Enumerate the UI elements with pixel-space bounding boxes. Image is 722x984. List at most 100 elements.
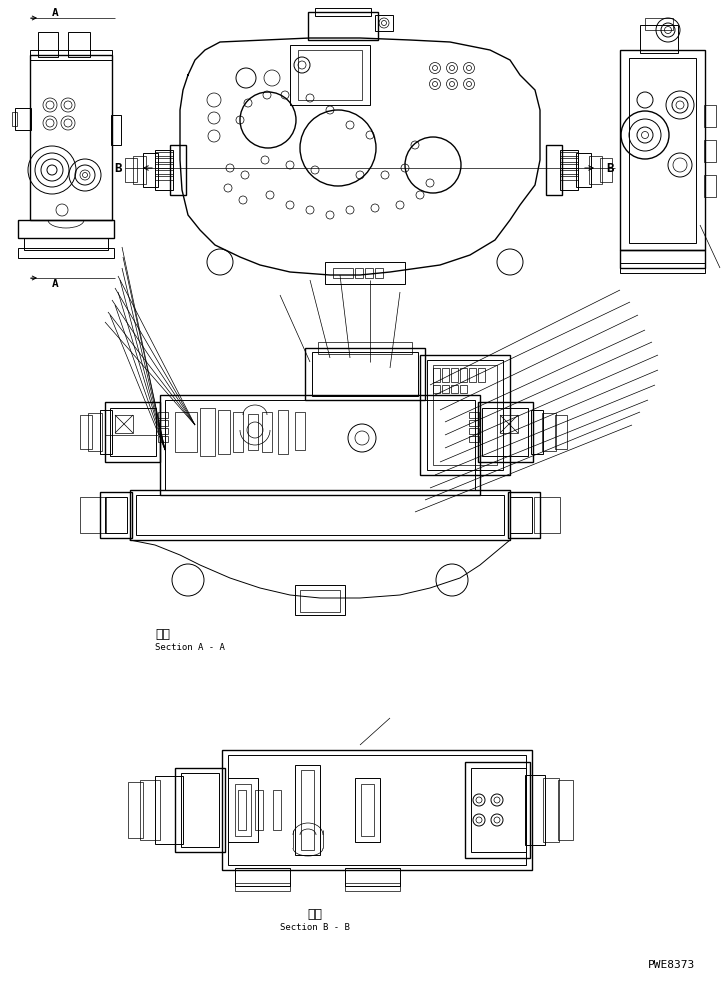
- Bar: [24, 238, 108, 250]
- Bar: [333, 268, 353, 278]
- Bar: [525, 775, 545, 845]
- Bar: [305, 348, 425, 400]
- Bar: [478, 368, 485, 382]
- Bar: [158, 428, 168, 434]
- Bar: [482, 408, 528, 456]
- Bar: [222, 750, 532, 870]
- Text: 断面: 断面: [308, 908, 323, 921]
- Bar: [158, 420, 168, 426]
- Bar: [355, 268, 363, 278]
- Bar: [508, 492, 540, 538]
- Bar: [355, 778, 380, 842]
- Bar: [471, 768, 526, 852]
- Bar: [420, 355, 510, 475]
- Bar: [543, 778, 559, 842]
- Bar: [295, 585, 345, 615]
- Bar: [365, 268, 373, 278]
- Bar: [100, 410, 112, 454]
- Bar: [80, 497, 106, 533]
- Bar: [645, 18, 673, 30]
- Text: Section A - A: Section A - A: [155, 644, 225, 652]
- Bar: [560, 176, 578, 180]
- Bar: [469, 428, 479, 434]
- Bar: [218, 410, 230, 454]
- Bar: [133, 156, 146, 184]
- Bar: [375, 268, 383, 278]
- Bar: [558, 780, 573, 840]
- Bar: [704, 140, 716, 162]
- Bar: [290, 45, 370, 105]
- Bar: [155, 170, 173, 174]
- Bar: [433, 385, 440, 393]
- Bar: [620, 50, 705, 250]
- Bar: [560, 158, 578, 162]
- Bar: [640, 25, 678, 53]
- Bar: [620, 250, 705, 268]
- Bar: [542, 413, 556, 451]
- Bar: [534, 497, 560, 533]
- Bar: [15, 108, 31, 130]
- Bar: [248, 414, 258, 450]
- Bar: [30, 55, 112, 220]
- Bar: [273, 790, 281, 830]
- Bar: [451, 368, 458, 382]
- Bar: [136, 495, 504, 535]
- Bar: [158, 412, 168, 418]
- Bar: [12, 112, 17, 126]
- Bar: [88, 413, 102, 451]
- Bar: [30, 50, 112, 60]
- Bar: [460, 385, 467, 393]
- Bar: [111, 115, 121, 145]
- Bar: [18, 220, 114, 238]
- Bar: [175, 768, 225, 852]
- Bar: [620, 263, 705, 273]
- Bar: [433, 368, 440, 382]
- Bar: [469, 420, 479, 426]
- Bar: [228, 755, 526, 865]
- Bar: [100, 492, 132, 538]
- Bar: [704, 105, 716, 127]
- Bar: [704, 175, 716, 197]
- Bar: [560, 150, 578, 190]
- Bar: [478, 402, 533, 462]
- Bar: [155, 158, 173, 162]
- Bar: [165, 400, 475, 490]
- Bar: [460, 368, 467, 382]
- Bar: [318, 342, 412, 354]
- Bar: [560, 164, 578, 168]
- Bar: [155, 152, 173, 156]
- Bar: [155, 164, 173, 168]
- Bar: [130, 490, 510, 540]
- Text: B: B: [114, 161, 122, 174]
- Bar: [510, 497, 532, 533]
- Bar: [235, 868, 290, 886]
- Bar: [158, 436, 168, 442]
- Bar: [308, 12, 378, 40]
- Bar: [155, 776, 183, 844]
- Bar: [255, 790, 263, 830]
- Bar: [629, 58, 696, 243]
- Text: PWE8373: PWE8373: [648, 960, 695, 970]
- Bar: [175, 412, 197, 452]
- Bar: [600, 158, 612, 182]
- Bar: [298, 50, 362, 100]
- Bar: [560, 152, 578, 156]
- Bar: [38, 32, 58, 57]
- Text: B: B: [606, 161, 614, 174]
- Bar: [312, 352, 418, 396]
- Bar: [442, 368, 449, 382]
- Bar: [68, 32, 90, 57]
- Bar: [469, 412, 479, 418]
- Bar: [345, 868, 400, 886]
- Bar: [181, 773, 219, 847]
- Bar: [589, 156, 602, 184]
- Bar: [451, 385, 458, 393]
- Bar: [375, 15, 393, 31]
- Bar: [110, 408, 156, 456]
- Text: A: A: [52, 279, 58, 289]
- Bar: [576, 153, 591, 187]
- Bar: [442, 385, 449, 393]
- Bar: [115, 415, 133, 433]
- Bar: [325, 262, 405, 284]
- Bar: [278, 410, 288, 454]
